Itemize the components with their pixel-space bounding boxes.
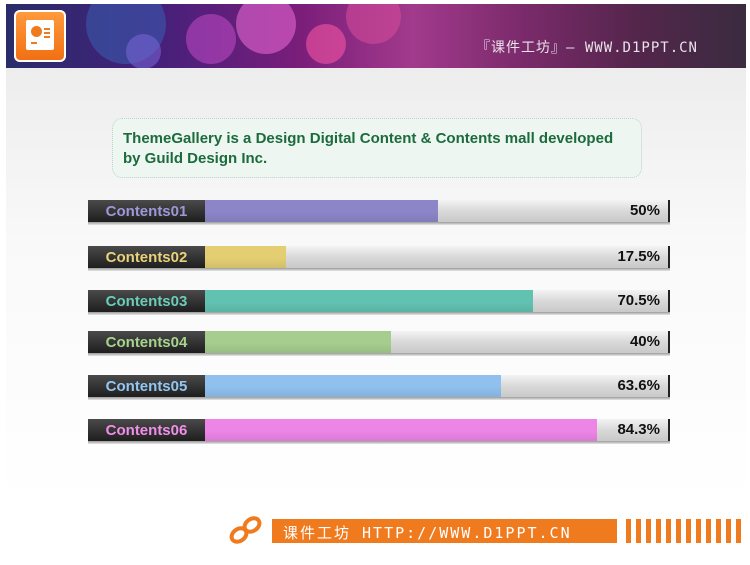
footer-url-text: 课件工坊 HTTP://WWW.D1PPT.CN bbox=[283, 524, 572, 542]
link-icon bbox=[229, 516, 262, 544]
progress-bar-track: 50% bbox=[205, 200, 670, 222]
progress-bar-fill bbox=[205, 331, 391, 353]
header-banner: 『课件工坊』— WWW.D1PPT.CN bbox=[6, 4, 746, 68]
progress-bar-row: Contents01 50% bbox=[88, 200, 670, 225]
footer-bar bbox=[272, 519, 617, 543]
progress-bar-fill bbox=[205, 200, 438, 222]
progress-bar-shadow bbox=[88, 312, 670, 315]
progress-bar-fill bbox=[205, 290, 533, 312]
progress-bar-label: Contents05 bbox=[88, 375, 205, 397]
progress-bar-shadow bbox=[88, 353, 670, 356]
progress-bar-value: 63.6% bbox=[617, 377, 660, 394]
footer-stripes bbox=[626, 519, 744, 543]
progress-bar-shadow bbox=[88, 441, 670, 444]
progress-bar-track: 84.3% bbox=[205, 419, 670, 441]
description-callout: ThemeGallery is a Design Digital Content… bbox=[112, 118, 642, 178]
progress-bar-track: 40% bbox=[205, 331, 670, 353]
progress-bar-row: Contents02 17.5% bbox=[88, 246, 670, 271]
progress-bar-value: 50% bbox=[629, 202, 660, 219]
progress-bar-fill bbox=[205, 419, 597, 441]
progress-bar-fill bbox=[205, 375, 501, 397]
progress-bar-label: Contents02 bbox=[88, 246, 205, 268]
progress-bar-label: Contents06 bbox=[88, 419, 205, 441]
progress-bar-row: Contents03 70.5% bbox=[88, 290, 670, 315]
progress-bar-shadow bbox=[88, 397, 670, 400]
progress-bar-label: Contents03 bbox=[88, 290, 205, 312]
progress-bar-track: 63.6% bbox=[205, 375, 670, 397]
description-text: ThemeGallery is a Design Digital Content… bbox=[123, 130, 614, 167]
progress-bar-label: Contents01 bbox=[88, 200, 205, 222]
progress-bar-value: 84.3% bbox=[617, 421, 660, 438]
progress-bar-value: 70.5% bbox=[617, 292, 660, 309]
progress-bar-value: 40% bbox=[629, 333, 660, 350]
progress-bar-track: 70.5% bbox=[205, 290, 670, 312]
progress-bar-row: Contents06 84.3% bbox=[88, 419, 670, 444]
progress-bar-row: Contents04 40% bbox=[88, 331, 670, 356]
progress-bar-shadow bbox=[88, 268, 670, 271]
progress-bar-track: 17.5% bbox=[205, 246, 670, 268]
progress-bar-value: 17.5% bbox=[617, 248, 660, 265]
progress-bar-row: Contents05 63.6% bbox=[88, 375, 670, 400]
presentation-logo-icon bbox=[14, 10, 66, 62]
header-site-text: 『课件工坊』— WWW.D1PPT.CN bbox=[475, 40, 698, 56]
progress-bar-shadow bbox=[88, 222, 670, 225]
progress-bar-label: Contents04 bbox=[88, 331, 205, 353]
progress-bar-fill bbox=[205, 246, 286, 268]
